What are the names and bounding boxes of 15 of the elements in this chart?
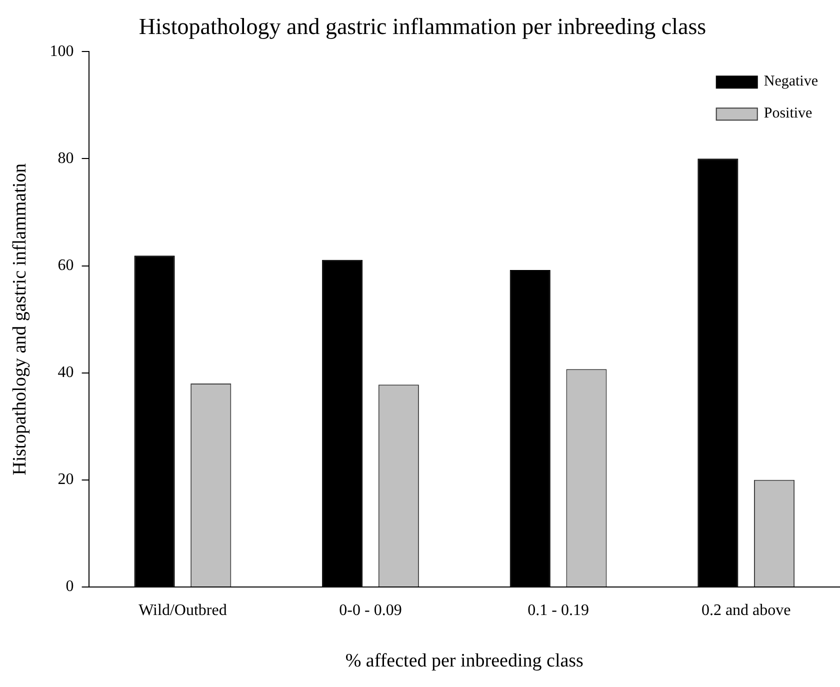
y-tick-label: 0 xyxy=(66,578,74,596)
x-tick-label: 0-0 - 0.09 xyxy=(339,602,402,619)
y-tick-label: 40 xyxy=(58,364,74,382)
chart-title: Histopathology and gastric inflammation per inbreeding class xyxy=(138,14,706,39)
x-tick-label: 0.1 - 0.19 xyxy=(528,602,589,619)
y-axis-title: Histopathology and gastric inflammation xyxy=(9,162,30,476)
y-tick-label: 80 xyxy=(58,150,74,167)
y-tick-label: 60 xyxy=(58,256,74,274)
x-axis-title: % affected per inbreeding class xyxy=(345,650,584,672)
legend-label: Positive xyxy=(764,106,813,122)
y-tick-label: 20 xyxy=(58,471,74,488)
y-tick-label: 100 xyxy=(50,42,74,60)
x-tick-label: Wild/Outbred xyxy=(138,602,227,619)
legend-label: Negative xyxy=(764,74,818,90)
x-tick-label: 0.2 and above xyxy=(701,602,791,619)
